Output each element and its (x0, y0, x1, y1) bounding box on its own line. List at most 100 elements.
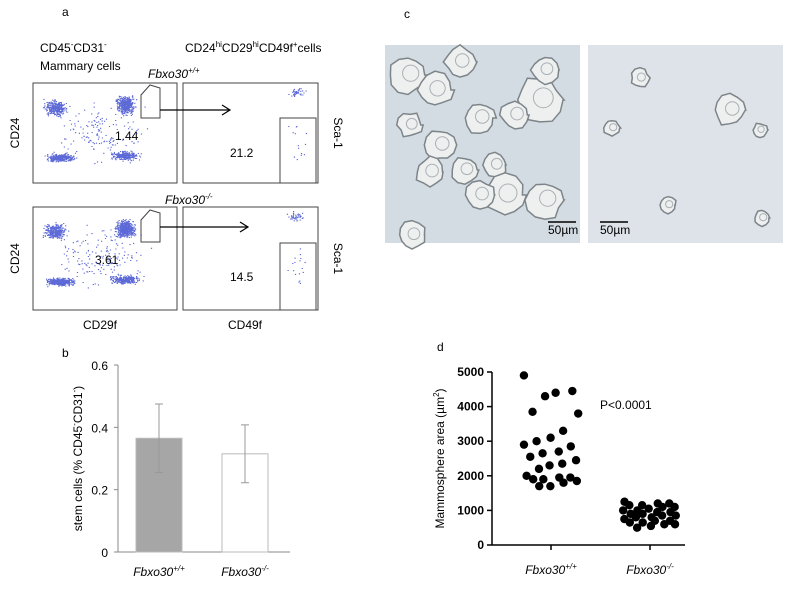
gate-percent: 1.44 (115, 129, 139, 143)
data-point (671, 511, 680, 520)
cell-core (407, 227, 421, 241)
data-point (644, 504, 653, 513)
x-tick-label-part: Fbxo30 (133, 565, 173, 579)
x-tick-label-part: -/- (666, 562, 674, 571)
scale-bar-label: 50µm (600, 223, 630, 237)
data-point (571, 456, 581, 465)
population-label-part: CD24 (185, 41, 216, 55)
cell-core (475, 109, 490, 124)
data-point (638, 509, 647, 519)
micrograph (588, 45, 783, 243)
cell-core (510, 106, 524, 121)
cell-core (725, 101, 740, 116)
x-tick-label: Fbxo30+/+ (133, 564, 185, 579)
population-label-part: CD45 (40, 41, 71, 55)
cell-core (455, 53, 470, 68)
cell-core (757, 125, 765, 133)
cell (752, 122, 770, 139)
cell (630, 66, 651, 88)
y-tick-label: 0.6 (91, 359, 108, 373)
cell (415, 155, 444, 188)
genotype-label-part: -/- (205, 192, 213, 201)
cell-core (425, 163, 439, 178)
gate-percent: 14.5 (230, 270, 254, 284)
cell-core (539, 189, 557, 207)
cell-core (460, 162, 474, 176)
flow-events (43, 88, 308, 165)
population-label-part: hi (216, 40, 222, 49)
panel-label: a (62, 5, 69, 19)
cell (442, 43, 479, 78)
x-tick-label-part: Fbxo30 (525, 563, 565, 577)
y-axis-label-part: stem cells (% CD45 (71, 426, 85, 532)
y-axis-label-part: 2 (432, 392, 441, 397)
data-point (625, 501, 634, 510)
cell (464, 179, 496, 210)
axis-label: CD49f (228, 318, 263, 332)
genotype-label-part: Fbxo30 (165, 193, 205, 207)
data-point (558, 459, 567, 468)
y-tick-label: 3000 (457, 434, 484, 448)
error-bar (241, 424, 249, 484)
y-axis-label-part: CD31 (71, 392, 85, 423)
cell-core (532, 87, 554, 109)
cell (464, 103, 498, 135)
cell (498, 100, 531, 130)
data-point (618, 506, 628, 515)
flow-events (42, 210, 306, 289)
data-point (566, 442, 576, 451)
data-point (528, 475, 538, 484)
x-tick-label-part: +/+ (565, 562, 577, 571)
y-tick-label: 0 (477, 538, 484, 552)
gate-percent: 3.61 (95, 253, 119, 267)
cell-core (475, 186, 489, 201)
data-point (558, 426, 568, 436)
data-point (632, 523, 642, 532)
data-point (528, 407, 537, 416)
axis-label: CD29f (83, 318, 118, 332)
cell-core (490, 157, 503, 170)
genotype-label: Fbxo30+/+ (148, 66, 200, 81)
cell-core (759, 213, 768, 222)
x-tick-label: Fbxo30-/- (221, 564, 269, 579)
y-axis-label: Mammosphere area (µm2) (432, 388, 447, 528)
y-tick-label: 0.2 (91, 484, 108, 498)
panel-label: d (437, 340, 444, 354)
data-point (657, 511, 667, 520)
cell-core (540, 62, 554, 76)
y-axis-label: stem cells (% CD45-CD31-) (70, 386, 85, 531)
x-tick-label-part: Fbxo30 (626, 563, 666, 577)
cell-core (435, 136, 450, 151)
data-point (519, 371, 529, 380)
x-tick-label: Fbxo30-/- (626, 562, 674, 577)
cell-core (665, 200, 674, 209)
cell (395, 112, 425, 138)
panel-label: b (62, 346, 69, 360)
x-tick-label-part: +/+ (173, 564, 185, 573)
population-label-part: - (104, 40, 107, 49)
y-tick-label: 4000 (457, 400, 484, 414)
population-label-part: cells (298, 41, 322, 55)
data-point (545, 461, 554, 470)
flow-frames (32, 82, 319, 311)
cell (529, 56, 561, 86)
data-point (538, 449, 547, 458)
data-point (660, 520, 669, 529)
gate-arrows (160, 104, 250, 233)
population-label-part: - (71, 40, 74, 49)
data-point (625, 518, 635, 527)
y-axis-label-part: - (70, 423, 79, 426)
population-label-part: CD49f (259, 41, 294, 55)
y-tick-label: 1000 (457, 503, 484, 517)
data-point (546, 433, 555, 442)
axis-label: CD24 (8, 117, 22, 148)
y-tick-label: 0 (101, 546, 108, 560)
cell-core (402, 64, 420, 82)
cell-core (498, 183, 518, 203)
y-axis-label-part: Mammosphere area (µm (433, 397, 447, 529)
data-point (522, 471, 531, 480)
panel-label: c (404, 7, 410, 21)
population-label: CD24hiCD29hiCD49f+cells (185, 40, 322, 55)
data-point (532, 437, 541, 446)
